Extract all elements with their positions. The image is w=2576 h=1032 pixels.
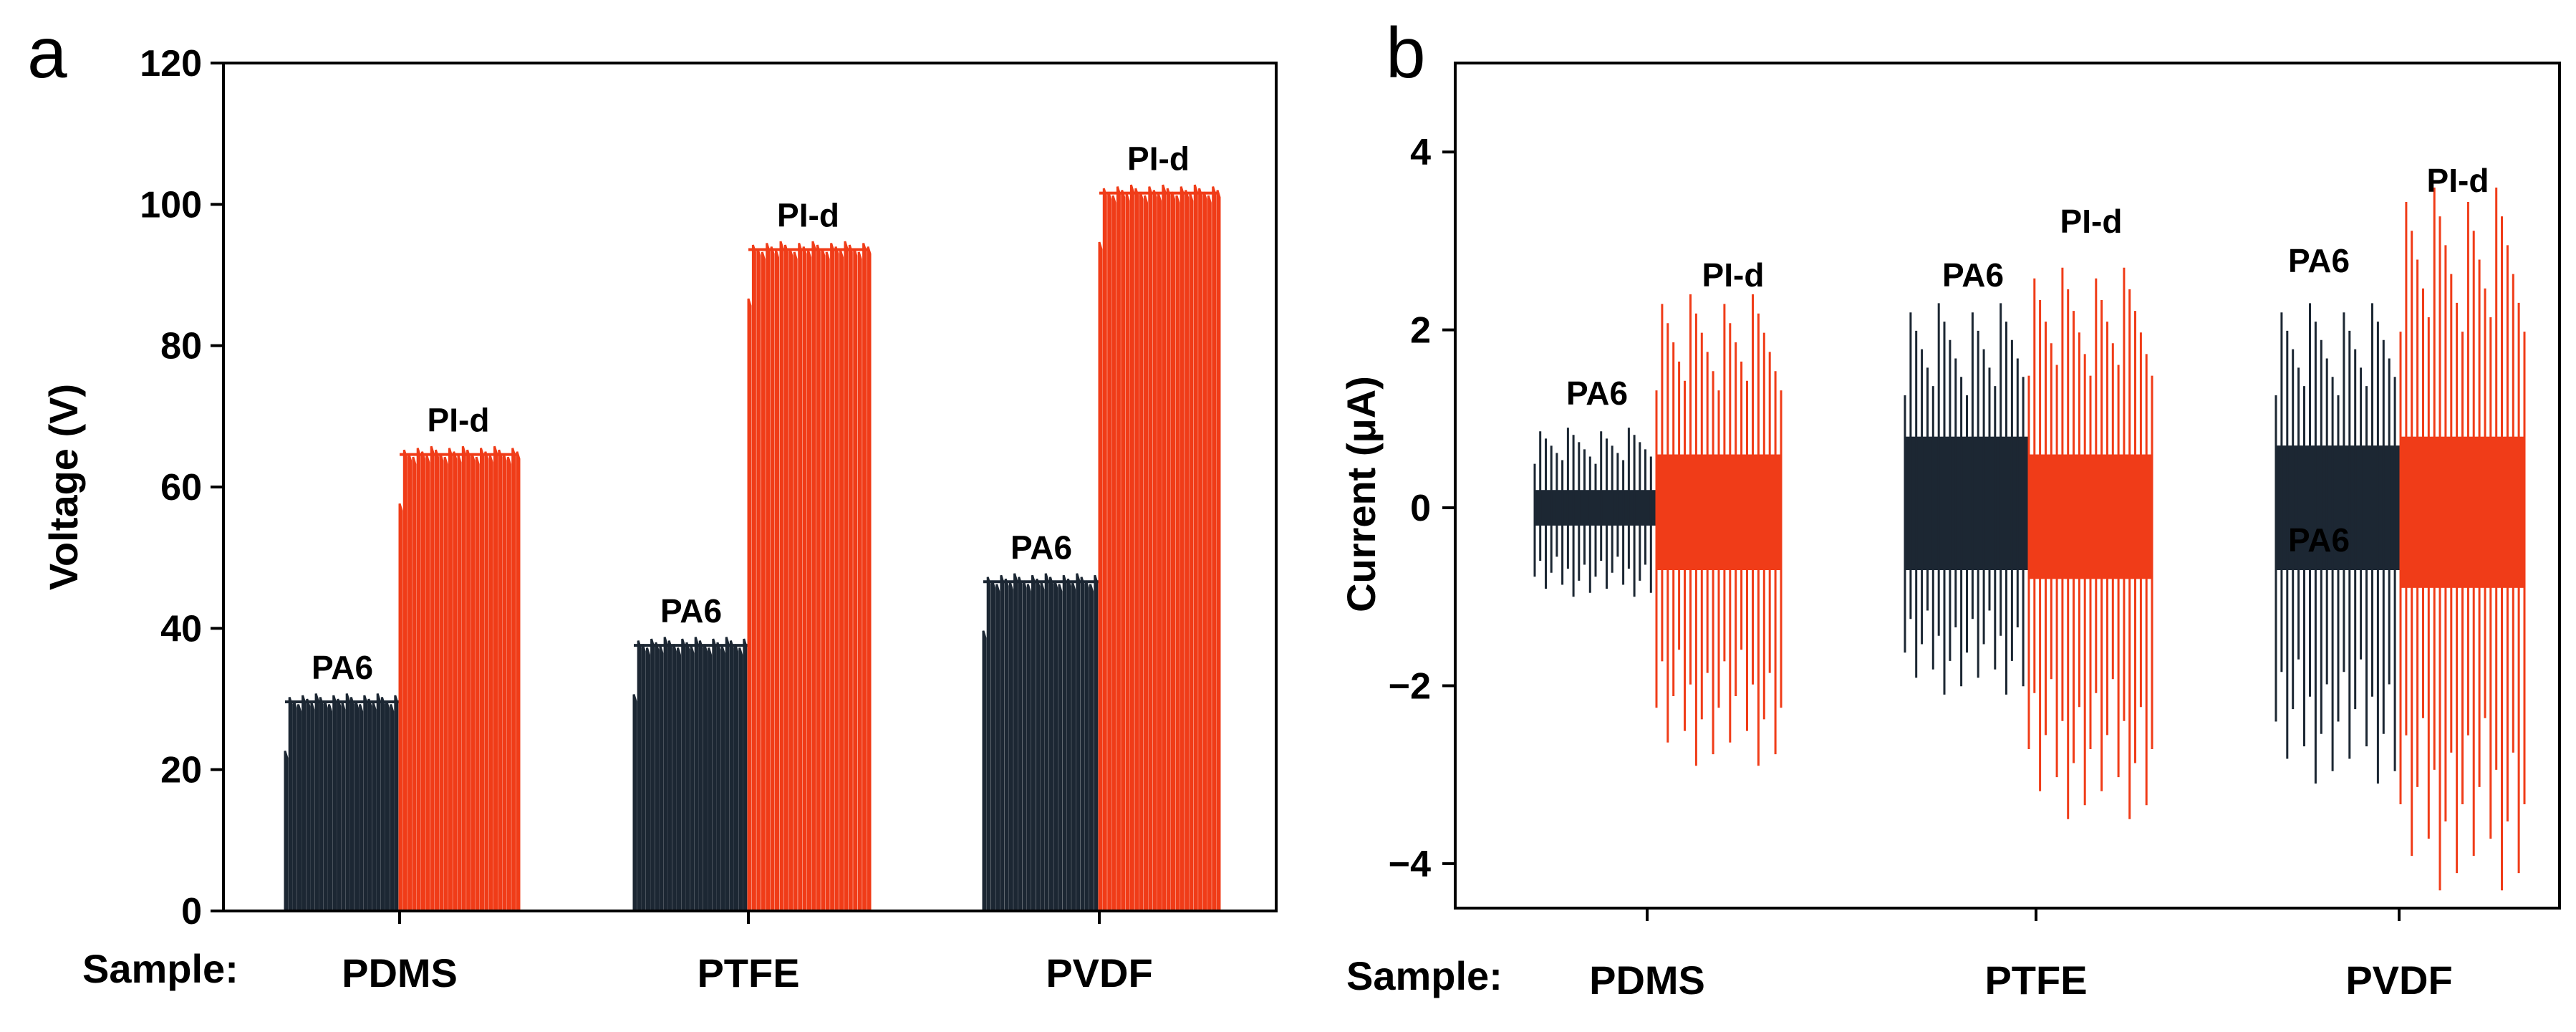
voltage-y-tick-label: 100: [140, 184, 202, 226]
current-category-ptfe: PTFE: [1984, 958, 2087, 1003]
panel-letter-b: b: [1386, 13, 1426, 93]
voltage-y-tick-label: 60: [160, 467, 202, 508]
voltage-y-axis: 0 20 40 60 80 100 120: [140, 43, 223, 932]
voltage-waveforms: [284, 184, 1221, 911]
current-y-tick-label: 4: [1410, 132, 1431, 173]
voltage-bar-pa6-pvdf: [982, 573, 1103, 911]
current-series-label-3: PI-d: [2060, 203, 2123, 240]
current-series-labels: PA6 PI-d PA6 PI-d PA6 PA6 PI-d: [1566, 162, 2489, 559]
current-x-axis: PDMS PTFE PVDF: [1589, 908, 2453, 1003]
current-y-tick-label: −4: [1389, 844, 1431, 885]
voltage-bar-pa6-ptfe: [632, 637, 752, 911]
current-category-pdms: PDMS: [1589, 958, 1705, 1003]
current-sample-label: Sample:: [1346, 953, 1502, 998]
voltage-y-tick-label: 40: [160, 608, 202, 650]
voltage-bar-pi-d-pvdf: [1098, 184, 1221, 911]
voltage-y-tick-label: 0: [181, 891, 202, 932]
current-y-tick-label: −2: [1389, 665, 1431, 707]
voltage-y-axis-title: Voltage (V): [41, 384, 86, 590]
current-y-tick-label: 0: [1410, 488, 1431, 529]
current-y-axis: −4 −2 0 2 4: [1389, 132, 1455, 885]
current-spikes-pi-d-pdms: [1655, 294, 1783, 766]
current-spikes-pa6-ptfe: [1904, 303, 2030, 695]
current-y-tick-label: 2: [1410, 310, 1431, 352]
panel-letter-a: a: [27, 13, 67, 93]
current-chart-panel: b −4 −2 0 2 4 PDMS PTFE PVDF Current (μA) Samp…: [1338, 13, 2561, 1003]
current-series-label-4: PA6: [2288, 242, 2350, 279]
voltage-bar-pi-d-ptfe: [747, 241, 872, 911]
voltage-category-pdms: PDMS: [342, 950, 458, 995]
current-plot-frame: [1454, 62, 2561, 910]
voltage-category-ptfe: PTFE: [697, 950, 799, 995]
voltage-y-tick-label: 120: [140, 43, 202, 85]
voltage-chart-panel: a 0 20 40 60 80 100 120 PDMS PTFE PVDF Voltage (…: [27, 13, 1278, 995]
current-series-label-0: PA6: [1566, 375, 1628, 412]
voltage-sample-label: Sample:: [82, 946, 238, 991]
voltage-series-label-pa6-ptfe: PA6: [660, 592, 722, 630]
current-spikes-pi-d-pvdf: [2399, 187, 2526, 891]
current-spikes-pa6-pdms: [1533, 428, 1658, 597]
voltage-category-pvdf: PVDF: [1046, 950, 1152, 995]
voltage-series-label-pi-d-pdms: PI-d: [428, 402, 490, 439]
current-series-label-5: PA6: [2288, 521, 2350, 559]
current-waveforms: [1533, 187, 2526, 891]
voltage-series-labels: PA6 PI-d PA6 PI-d PA6 PI-d: [312, 140, 1190, 686]
voltage-series-label-pa6-pdms: PA6: [312, 649, 373, 686]
current-spikes-pi-d-ptfe: [2027, 267, 2153, 819]
current-spikes-pa6-pvdf: [2274, 303, 2402, 784]
current-y-axis-title: Current (μA): [1338, 376, 1384, 612]
current-series-label-6: PI-d: [2427, 162, 2489, 199]
voltage-y-tick-label: 80: [160, 326, 202, 367]
voltage-series-label-pi-d-pvdf: PI-d: [1127, 140, 1190, 178]
voltage-bar-pa6-pdms: [284, 693, 403, 911]
voltage-series-label-pi-d-ptfe: PI-d: [777, 197, 839, 234]
voltage-series-label-pa6-pvdf: PA6: [1010, 529, 1072, 566]
current-series-label-1: PI-d: [1702, 256, 1765, 294]
voltage-y-tick-label: 20: [160, 750, 202, 791]
current-series-label-2: PA6: [1942, 256, 2004, 294]
current-category-pvdf: PVDF: [2345, 958, 2452, 1003]
voltage-bar-pi-d-pdms: [398, 445, 521, 911]
voltage-x-axis: PDMS PTFE PVDF: [342, 911, 1153, 995]
